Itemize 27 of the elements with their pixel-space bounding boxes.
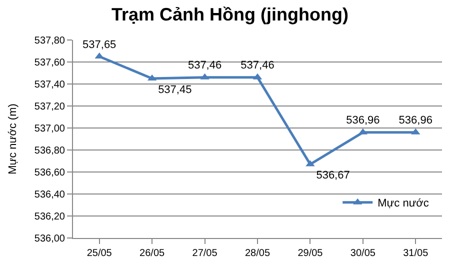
legend-label: Mực nước [378,198,430,210]
x-tick-label: 28/05 [244,248,270,259]
data-label: 536,96 [398,114,432,127]
data-label: 537,45 [158,84,192,96]
y-tick-label: 537,20 [34,102,66,112]
chart-title: Trạm Cảnh Hồng (jinghong) [112,4,348,25]
data-label: 537,65 [82,38,116,51]
x-tick-label: 30/05 [350,248,376,259]
y-tick-label: 536,40 [34,190,66,200]
y-tick-label: 536,20 [34,212,66,222]
x-tick-label: 26/05 [140,248,166,259]
x-tick-label: 27/05 [192,248,218,259]
y-tick-label: 536,00 [34,234,66,244]
data-label: 536,96 [346,114,380,127]
y-tick-label: 537,00 [34,124,66,134]
x-tick-label: 31/05 [403,248,429,259]
y-axis-title: Mực nước (m) [7,104,20,174]
y-tick-label: 537,80 [34,36,66,46]
y-tick-label: 537,60 [34,58,66,68]
y-tick-label: 536,80 [34,146,66,156]
y-tick-label: 536,60 [34,168,66,178]
y-tick-label: 537,40 [34,80,66,90]
data-label: 537,46 [188,60,222,72]
data-label: 536,67 [316,170,350,182]
data-label: 537,46 [240,60,274,72]
x-tick-label: 25/05 [86,248,112,259]
x-tick-label: 29/05 [298,248,324,259]
